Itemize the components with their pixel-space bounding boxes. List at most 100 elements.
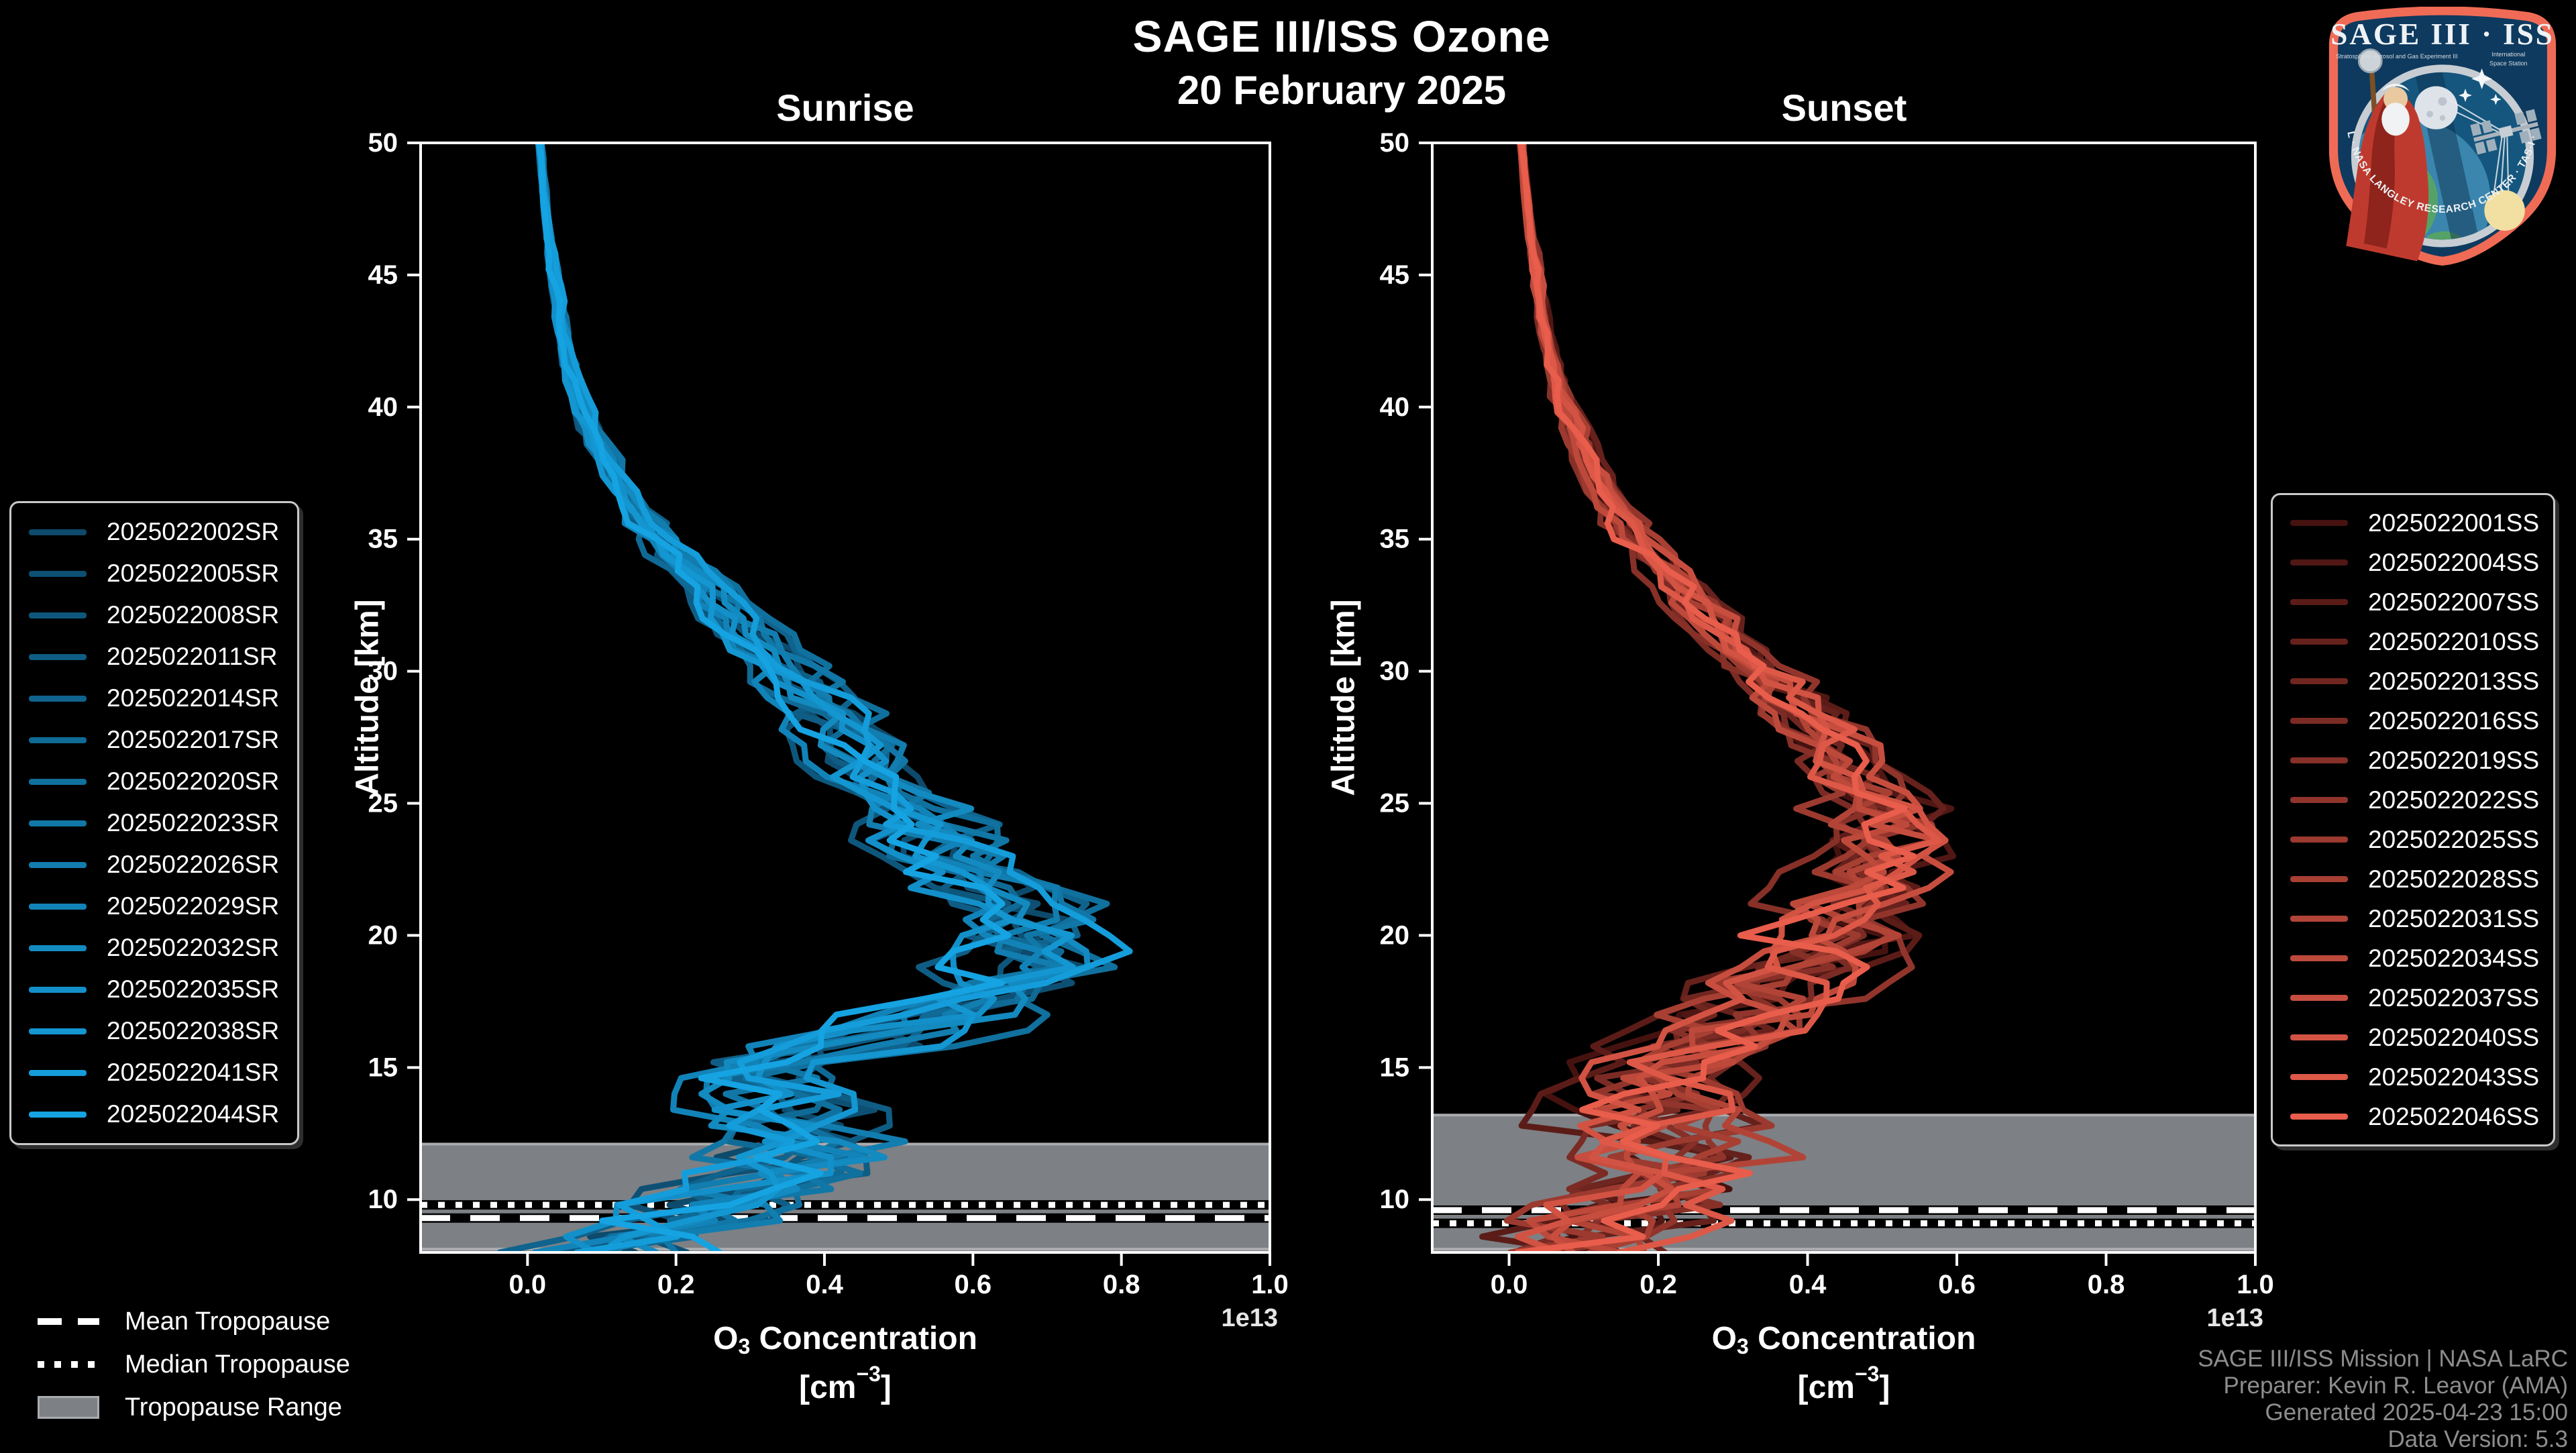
legend-item-2025022025SS: 2025022025SS: [2273, 820, 2553, 859]
legend-label: 2025022029SR: [107, 892, 280, 920]
sunset-ytick-label: 50: [1380, 128, 1410, 158]
legend-label: 2025022026SR: [107, 851, 280, 878]
legend-swatch: [29, 529, 87, 535]
sunrise-ytick-label: 45: [368, 260, 398, 290]
legend-item-2025022011SR: 2025022011SR: [11, 636, 297, 678]
tropopause-range-label: Tropopause Range: [125, 1393, 342, 1421]
legend-label: 2025022002SR: [107, 518, 280, 545]
legend-swatch: [2290, 639, 2348, 645]
legend-item-2025022010SS: 2025022010SS: [2273, 622, 2553, 661]
sunset-xtick-label: 0.4: [1789, 1270, 1827, 1299]
sunrise-ytick-label: 25: [368, 789, 398, 818]
legend-swatch: [29, 903, 87, 910]
legend-label: 2025022025SS: [2368, 825, 2540, 853]
logo-title: SAGE III · ISS: [2330, 17, 2554, 51]
legend-swatch: [29, 778, 87, 785]
credits-footer: SAGE III/ISS Mission | NASA LaRC Prepare…: [1811, 1346, 2568, 1453]
legend-item-2025022008SR: 2025022008SR: [11, 594, 297, 636]
observation-beams: [2447, 98, 2510, 198]
legend-item-2025022002SR: 2025022002SR: [11, 511, 297, 553]
legend-item-2025022029SR: 2025022029SR: [11, 885, 297, 927]
legend-label: 2025022028SS: [2368, 865, 2540, 893]
logo-subtitle-right-1: International: [2491, 51, 2525, 58]
legend-swatch: [29, 695, 87, 702]
mission-credit: SAGE III/ISS Mission | NASA LaRC: [2198, 1346, 2568, 1372]
legend-swatch: [29, 653, 87, 660]
sunset-profile-lines: [1479, 143, 1956, 1252]
sunrise-xtick-label: 0.2: [657, 1270, 695, 1299]
sunrise-panel-title: Sunrise: [776, 87, 914, 129]
legend-label: 2025022023SR: [107, 809, 280, 837]
legend-label: 2025022044SR: [107, 1100, 280, 1128]
sunrise-xtick-label: 0.0: [509, 1270, 547, 1299]
legend-swatch: [29, 945, 87, 951]
median-tropopause-label: Median Tropopause: [125, 1350, 350, 1379]
legend-item-2025022019SS: 2025022019SS: [2273, 741, 2553, 780]
sunrise-x-axis-multiplier: 1e13: [1221, 1304, 1278, 1332]
sunrise-panel: 10 15 20 25 30 35 40 45 50 0.0 0.2 0.4 0.6 0.8 1.0 1e13…: [350, 128, 1289, 1405]
legend-item-2025022031SS: 2025022031SS: [2273, 899, 2553, 938]
legend-item-2025022023SR: 2025022023SR: [11, 802, 297, 844]
sunset-ytick-label: 20: [1380, 920, 1410, 950]
legend-label: 2025022031SS: [2368, 904, 2540, 932]
legend-label: 2025022007SS: [2368, 588, 2540, 616]
legend-swatch: [29, 612, 87, 618]
legend-item-2025022001SS: 2025022001SS: [2273, 503, 2553, 543]
star-icons: [2459, 68, 2502, 105]
legend-label: 2025022034SS: [2368, 944, 2540, 972]
sunset-ytick-label: 25: [1380, 789, 1410, 818]
legend-item-2025022013SS: 2025022013SS: [2273, 661, 2553, 701]
legend-item-2025022020SR: 2025022020SR: [11, 761, 297, 802]
legend-item-2025022016SS: 2025022016SS: [2273, 701, 2553, 741]
legend-swatch: [29, 570, 87, 577]
logo-subtitle-left: Stratospheric Aerosol and Gas Experiment…: [2336, 53, 2457, 60]
sage-iii-iss-logo: SAGE III · ISS Stratospheric Aerosol and…: [2316, 7, 2557, 266]
mean-tropopause-label: Mean Tropopause: [125, 1307, 331, 1336]
legend-item-2025022037SS: 2025022037SS: [2273, 978, 2553, 1018]
legend-item-2025022014SR: 2025022014SR: [11, 678, 297, 719]
legend-item-2025022035SR: 2025022035SR: [11, 969, 297, 1010]
legend-swatch: [2290, 678, 2348, 684]
sunset-xtick-label: 0.0: [1491, 1270, 1528, 1299]
legend-item-2025022044SR: 2025022044SR: [11, 1093, 297, 1135]
legend-swatch: [2290, 599, 2348, 605]
legend-item-2025022043SS: 2025022043SS: [2273, 1057, 2553, 1097]
sunrise-ytick-label: 20: [368, 920, 398, 950]
legend-swatch: [2290, 757, 2348, 763]
sunrise-axes-frame: [419, 142, 1271, 1254]
legend-item-2025022040SS: 2025022040SS: [2273, 1018, 2553, 1057]
legend-label: 2025022041SR: [107, 1059, 280, 1086]
legend-swatch: [2290, 995, 2348, 1001]
legend-label: 2025022008SR: [107, 601, 280, 629]
legend-label: 2025022020SR: [107, 767, 280, 795]
sunrise-y-axis-label: Altitude [km]: [350, 599, 386, 796]
legend-item-2025022032SR: 2025022032SR: [11, 927, 297, 969]
generated-timestamp: Generated 2025-04-23 15:00: [2265, 1399, 2568, 1425]
legend-label: 2025022013SS: [2368, 667, 2540, 695]
legend-swatch: [29, 986, 87, 993]
legend-swatch: [2290, 520, 2348, 526]
legend-item-2025022046SS: 2025022046SS: [2273, 1097, 2553, 1136]
sunrise-xtick-label: 0.6: [955, 1270, 992, 1299]
sunset-xtick-label: 1.0: [2237, 1270, 2274, 1299]
sunset-axes-frame: [1431, 142, 2257, 1254]
legend-item-2025022041SR: 2025022041SR: [11, 1052, 297, 1093]
preparer-credit: Preparer: Kevin R. Leavor (AMA): [2223, 1373, 2568, 1399]
figure-date: 20 February 2025: [1177, 68, 1507, 113]
legend-swatch: [29, 1069, 87, 1076]
sunrise-ytick-label: 50: [368, 128, 398, 158]
legend-label: 2025022040SS: [2368, 1023, 2540, 1051]
legend-item-2025022007SS: 2025022007SS: [2273, 582, 2553, 622]
legend-label: 2025022038SR: [107, 1017, 280, 1044]
legend-swatch: [2290, 876, 2348, 882]
figure-title: SAGE III/ISS Ozone: [1132, 11, 1551, 61]
legend-swatch: [29, 1028, 87, 1034]
sunset-events-legend: 2025022001SS 2025022004SS 2025022007SS 2025…: [2271, 493, 2555, 1146]
legend-swatch: [2290, 1034, 2348, 1040]
legend-label: 2025022017SR: [107, 726, 280, 753]
legend-swatch: [2290, 1114, 2348, 1120]
legend-label: 2025022043SS: [2368, 1063, 2540, 1091]
legend-label: 2025022010SS: [2368, 627, 2540, 655]
legend-item-2025022034SS: 2025022034SS: [2273, 938, 2553, 978]
